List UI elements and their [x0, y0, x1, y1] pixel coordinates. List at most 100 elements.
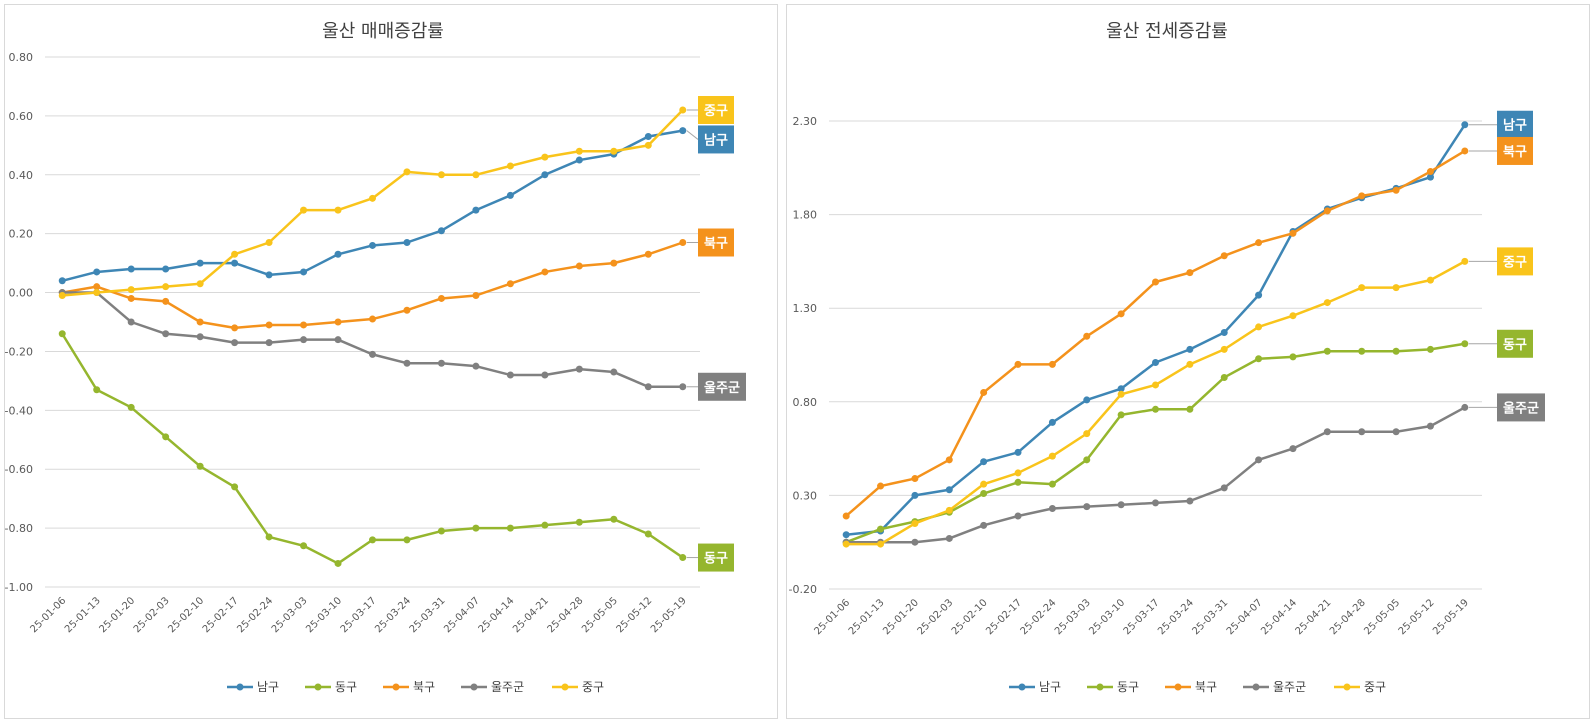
data-point	[506, 524, 514, 532]
end-label-box	[698, 372, 746, 401]
data-point	[945, 506, 953, 514]
y-tick-label: -0.20	[5, 345, 33, 358]
legend-swatch-marker	[314, 683, 322, 691]
data-point	[1014, 448, 1022, 456]
data-point	[877, 525, 885, 533]
legend-label: 울주군	[491, 680, 524, 694]
data-point	[403, 359, 411, 367]
data-point	[644, 383, 652, 391]
data-point	[265, 239, 273, 246]
y-tick-label: 0.20	[9, 228, 34, 241]
data-point	[1255, 355, 1263, 363]
data-point	[1323, 299, 1331, 307]
data-point	[162, 330, 170, 338]
legend-label: 북구	[413, 680, 435, 694]
x-tick-label: 25-05-12	[1397, 597, 1437, 637]
data-point	[610, 515, 618, 523]
legend-swatch-marker	[1096, 683, 1104, 691]
data-point	[58, 330, 66, 338]
legend-swatch-marker	[1174, 683, 1182, 691]
data-point	[1461, 403, 1469, 411]
data-point	[334, 206, 342, 214]
x-tick-label: 25-03-10	[304, 595, 344, 635]
data-point	[1392, 284, 1400, 292]
end-label-text: 중구	[704, 104, 728, 119]
data-point	[1426, 345, 1434, 353]
data-point	[127, 403, 135, 411]
x-tick-label: 25-03-17	[339, 595, 379, 635]
data-point	[1048, 452, 1056, 460]
data-point	[437, 227, 445, 235]
data-point	[1048, 418, 1056, 426]
data-point	[369, 194, 376, 202]
data-point	[231, 324, 239, 332]
y-tick-label: -1.00	[5, 581, 33, 594]
data-point	[541, 521, 549, 529]
data-point	[162, 297, 170, 305]
data-point	[506, 280, 514, 288]
data-point	[1392, 428, 1400, 436]
data-point	[1117, 390, 1125, 398]
series-line-북구	[845, 149, 1466, 517]
data-point	[231, 259, 239, 267]
data-point	[644, 133, 652, 140]
sales-change-chart: 울산 매매증감률 -1.00 -0.80 -0.60 -0.40 -0.20 0.00 0.2…	[5, 21, 746, 694]
data-point	[1426, 168, 1434, 176]
x-tick-label: 25-01-06	[28, 595, 68, 635]
data-point	[1323, 428, 1331, 436]
end-label-box	[1497, 329, 1533, 358]
series-line-울주군	[846, 406, 1466, 544]
legend-label: 중구	[1364, 680, 1386, 694]
end-label-box	[1497, 247, 1533, 276]
data-point	[472, 292, 480, 299]
data-point	[575, 156, 583, 164]
y-tick-label: -0.40	[5, 404, 33, 417]
legend-label: 남구	[257, 680, 279, 694]
data-point	[980, 480, 988, 488]
end-label-text: 울주군	[704, 380, 740, 396]
data-point	[541, 153, 549, 161]
data-point	[911, 491, 919, 499]
data-point	[644, 141, 652, 149]
data-point	[610, 147, 618, 155]
data-point	[842, 531, 850, 539]
end-label-box	[698, 228, 734, 257]
legend-item-동구: 동구	[305, 680, 357, 694]
data-point	[265, 321, 273, 329]
end-label-중구: 중구	[698, 96, 734, 124]
sales-change-chart-panel: 울산 매매증감률 -1.00 -0.80 -0.60 -0.40 -0.20 0.00 0.2…	[4, 4, 778, 719]
end-label-text: 북구	[1503, 145, 1527, 160]
end-label-box	[698, 543, 734, 572]
data-point	[403, 306, 411, 314]
x-tick-label: 25-01-20	[97, 595, 137, 635]
data-point	[1083, 503, 1091, 511]
end-label-box	[698, 125, 734, 154]
x-tick-label: 25-04-28	[1328, 597, 1368, 637]
y-tick-label: 0.40	[9, 169, 34, 182]
data-point	[472, 524, 480, 532]
data-point	[300, 321, 308, 329]
data-point	[1048, 480, 1056, 488]
legend-item-남구: 남구	[1009, 680, 1061, 694]
x-tick-label: 25-01-20	[881, 597, 921, 637]
data-point	[1255, 239, 1263, 247]
data-point	[1117, 385, 1125, 393]
legend-label: 동구	[335, 680, 357, 694]
x-tick-label: 25-03-03	[270, 595, 310, 635]
data-point	[1426, 276, 1434, 284]
data-point	[1117, 310, 1125, 318]
x-tick-label: 25-04-21	[511, 595, 551, 635]
x-tick-label: 25-04-14	[477, 595, 517, 635]
jeonse-change-chart-panel: 울산 전세증감률 -0.20 0.30 0.80 1.30 1.80 2.30 25-01-0…	[786, 4, 1590, 719]
data-point	[679, 554, 687, 562]
series-line-중구	[62, 109, 684, 297]
end-label-text: 동구	[1503, 338, 1527, 353]
data-point	[1289, 353, 1297, 361]
data-point	[1392, 186, 1400, 194]
end-label-text: 남구	[1503, 118, 1527, 134]
data-point	[472, 171, 480, 179]
x-tick-label: 25-02-10	[166, 595, 206, 635]
series-line-북구	[62, 241, 684, 330]
x-tick-label: 25-01-13	[63, 595, 103, 635]
data-point	[575, 365, 583, 373]
